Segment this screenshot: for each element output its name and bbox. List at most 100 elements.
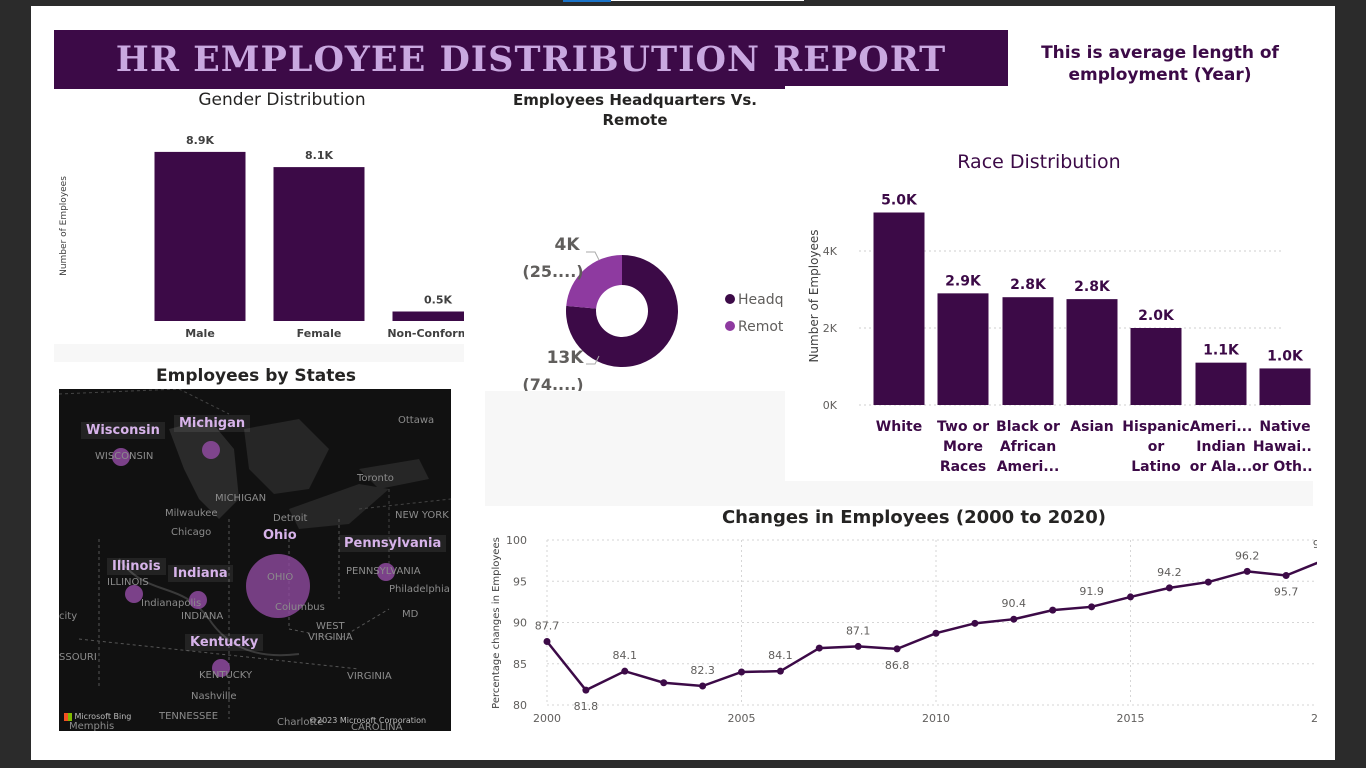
race-category-label: Indian [1196,439,1245,455]
city-milwaukee: Milwaukee [165,508,218,519]
line-series[interactable] [546,560,1317,692]
line-point-2001[interactable] [582,686,590,694]
line-y-tick: 100 [506,534,527,547]
line-x-tick: 2015 [1117,712,1145,725]
city-charlotte: Charlotte [277,717,324,728]
race-bar-1[interactable] [937,293,989,405]
legend-label-0[interactable]: Headq... [738,292,783,308]
gender-category-label: Non-Conforming [387,327,464,340]
hq-title-line2: Remote [602,111,668,129]
michigan-bubble[interactable] [202,441,220,459]
race-category-label: Asian [1070,419,1113,435]
race-panel [785,86,1313,481]
line-point-2014[interactable] [1088,603,1096,611]
donut-slice-headquarters[interactable] [566,255,678,367]
window-tab-line [611,0,804,1]
line-data-label: 81.8 [574,700,599,713]
gender-bar-non-conforming[interactable] [392,311,465,322]
line-point-2008[interactable] [854,642,862,650]
legend-marker-0[interactable] [725,294,735,304]
line-point-2002[interactable] [621,667,629,675]
line-point-2017[interactable] [1204,578,1212,586]
line-point-2018[interactable] [1243,567,1251,575]
bing-attribution-text: Microsoft Bing [74,712,132,721]
race-bar-0[interactable] [873,212,925,406]
race-category-label: or [1148,439,1165,455]
race-bar-4[interactable] [1130,328,1182,405]
race-data-label: 1.0K [1267,348,1304,364]
line-point-2003[interactable] [660,679,668,687]
race-data-label: 2.8K [1074,279,1111,295]
bing-attribution[interactable]: Microsoft Bing [64,712,131,721]
hq-value-label: 13K [547,348,585,368]
map-title[interactable]: Employees by States [156,366,356,386]
donut-slice-remote[interactable] [566,255,622,309]
line-data-label: 87.7 [535,619,560,632]
city-columbus: Columbus [275,602,325,613]
indiana-bubble[interactable] [189,591,207,609]
wisconsin-bubble[interactable] [112,448,130,466]
employee-change-line-chart[interactable]: Changes in Employees (2000 to 2020) Perce… [457,504,1317,736]
hq-chart-title[interactable]: Employees Headquarters Vs. Remote [493,90,777,130]
line-point-2015[interactable] [1127,593,1134,601]
race-bar-2[interactable] [1002,297,1054,405]
race-bar-chart[interactable]: Number of Employees 4K 2K 0K 5.0K White 2.9K Tw… [769,186,1313,481]
gender-category-label: Male [185,327,215,340]
race-category-label: More [943,439,983,455]
line-x-tick: 2020 [1311,712,1317,725]
race-category-label: Ameri... [997,459,1060,475]
state-carolina: CAROLINA [351,722,403,731]
lake-erie [289,484,389,529]
state-illinois-basemap: ILLINOIS [107,577,149,588]
line-y-axis-label: Percentage changes in Employees [491,537,502,709]
race-data-label: 2.0K [1138,308,1175,324]
line-x-tick: 2010 [922,712,950,725]
line-point-2004[interactable] [699,682,707,690]
legend-label-1[interactable]: Remote [738,319,783,335]
city-toronto: Toronto [357,473,394,484]
hq-percent-label: (74....) [522,375,583,394]
line-data-label: 95.7 [1274,585,1299,598]
state-michigan-basemap: MICHIGAN [215,493,267,504]
report-canvas: HR EMPLOYEE DISTRIBUTION REPORT This is … [31,6,1335,760]
line-point-2013[interactable] [1049,606,1057,614]
line-point-2006[interactable] [776,667,784,675]
state-missouri-basemap: SSOURI [59,652,97,663]
line-data-label: 94.2 [1157,566,1182,579]
line-data-label: 84.1 [613,649,638,662]
hq-donut-chart[interactable]: 4K (25....) 13K (74....) Headq... Remote [483,216,783,396]
line-point-2011[interactable] [971,619,979,627]
race-chart-title[interactable]: Race Distribution [957,151,1121,173]
race-bar-5[interactable] [1195,362,1247,405]
race-y-tick: 2K [823,322,838,335]
gender-bar-female[interactable] [273,167,365,321]
gender-bar-chart[interactable]: Number of Employees 8.9K Male 8.1K Female 0.5… [54,110,464,342]
line-data-label: 90.4 [1002,597,1027,610]
state-pennsylvania-basemap: PENNSYLVANIA [346,566,421,577]
kentucky-bubble[interactable] [212,659,230,677]
race-category-label: or Ala... [1190,459,1252,475]
line-point-2019[interactable] [1282,571,1290,579]
line-point-2000[interactable] [543,637,551,645]
ohio-bubble[interactable] [246,554,310,618]
pennsylvania-bubble[interactable] [377,563,395,581]
gender-bar-male[interactable] [154,151,246,321]
employees-map[interactable]: Ottawa WISCONSIN MICHIGAN Toronto Milwau… [59,389,451,731]
line-point-2005[interactable] [738,668,745,676]
line-point-2012[interactable] [1010,615,1018,623]
race-bar-3[interactable] [1066,299,1118,405]
race-category-label: Hispanic [1122,419,1189,435]
race-category-label: Black or [996,419,1060,435]
race-bar-6[interactable] [1259,368,1311,405]
line-point-2009[interactable] [893,645,901,653]
state-indiana-basemap: INDIANA [181,611,224,622]
legend-marker-1[interactable] [725,321,735,331]
line-point-2007[interactable] [815,644,823,652]
line-point-2016[interactable] [1165,584,1173,592]
gender-data-label: 0.5K [424,294,452,307]
line-point-2010[interactable] [932,629,940,637]
line-data-label: 84.1 [768,649,793,662]
illinois-bubble[interactable] [125,585,143,603]
gender-chart-title[interactable]: Gender Distribution [198,90,366,110]
microsoft-logo-icon [64,712,72,721]
